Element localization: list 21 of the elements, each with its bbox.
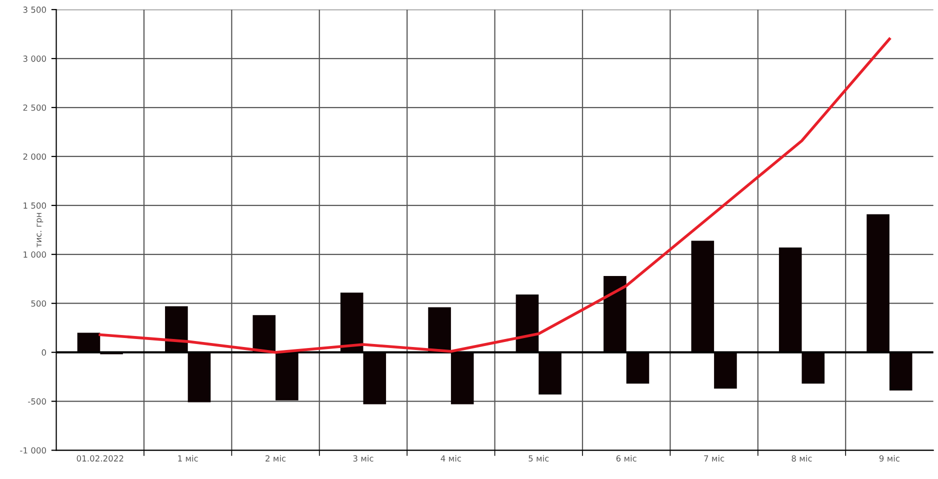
x-tick-label: 2 міс bbox=[266, 455, 286, 462]
y-tick-label: 2 500 bbox=[23, 104, 46, 111]
y-tick-label: -500 bbox=[28, 398, 46, 405]
y-tick-label: 0 bbox=[42, 349, 46, 356]
x-tick-label: 9 міс bbox=[879, 455, 900, 462]
x-tick-label: 5 міс bbox=[528, 455, 549, 462]
x-tick-label: 7 міс bbox=[704, 455, 724, 462]
y-tick-label: 3 000 bbox=[23, 56, 46, 62]
x-tick-label: 6 міс bbox=[616, 455, 636, 462]
x-tick-label: 3 міс bbox=[353, 455, 374, 462]
x-tick-label: 01.02.2022 bbox=[76, 455, 124, 462]
y-tick-label: 1 000 bbox=[24, 251, 46, 258]
y-axis-title: тис. грн bbox=[36, 213, 44, 248]
y-tick-label: 500 bbox=[31, 300, 46, 307]
x-tick-label: 1 міс bbox=[178, 455, 198, 462]
y-tick-label: 1 500 bbox=[24, 202, 46, 209]
y-tick-label: -1 000 bbox=[20, 447, 46, 454]
x-tick-label: 8 міс bbox=[792, 455, 812, 462]
y-tick-label: 3 500 bbox=[23, 6, 46, 13]
y-tick-label: 2 000 bbox=[23, 153, 46, 160]
x-tick-label: 4 міс bbox=[440, 455, 461, 462]
